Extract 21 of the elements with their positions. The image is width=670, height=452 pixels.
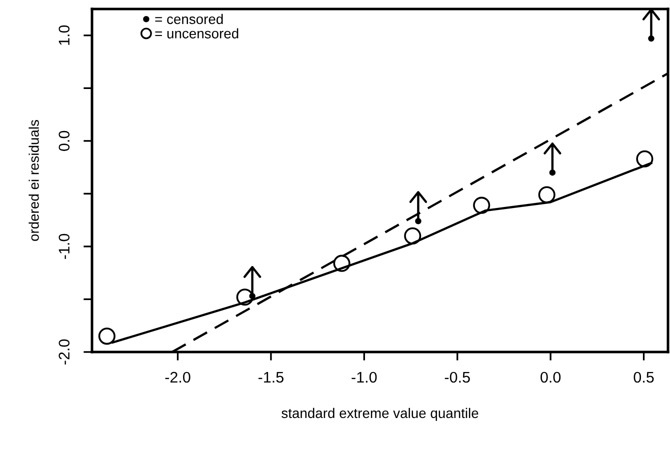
x-tick-label: -2.0 (165, 372, 190, 383)
x-tick-label: -1.5 (258, 372, 284, 383)
point (333, 254, 350, 272)
point (98, 328, 116, 345)
y-axis-title: ordered ei residuals (28, 120, 39, 241)
y-tick-label: -1.0 (58, 234, 70, 259)
point (636, 150, 654, 168)
point (473, 196, 490, 214)
point (236, 288, 254, 306)
y-tick-label: 1.0 (58, 25, 70, 45)
x-tick-label: 0.5 (634, 372, 654, 383)
x-tick-label: -1.0 (352, 372, 377, 383)
legend-label: = uncensored (155, 28, 238, 38)
legend-label: = censored (155, 14, 223, 24)
point (404, 227, 422, 244)
x-tick-label: 0.0 (540, 372, 561, 383)
y-tick-label: -2.0 (58, 339, 70, 364)
x-tick-label: -0.5 (444, 372, 470, 383)
x-axis-title: standard extreme value quantile (282, 408, 478, 421)
point (538, 186, 556, 204)
y-tick-label: 0.0 (58, 130, 70, 151)
